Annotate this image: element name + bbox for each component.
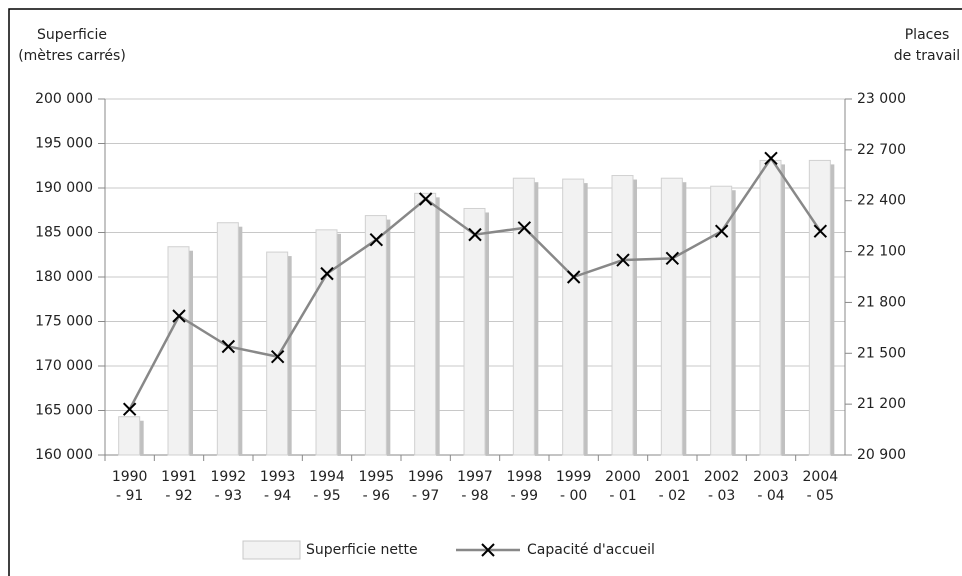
marker: [468, 227, 482, 242]
x-tick-label: 1993 - 94: [259, 469, 296, 504]
y-tick-label: 170 000: [35, 358, 93, 374]
bar: [315, 229, 338, 456]
y-tick-label: 185 000: [35, 225, 93, 241]
bar: [118, 416, 141, 456]
y2-tick-label: 20 900: [857, 447, 906, 463]
y-tick-label: 200 000: [35, 91, 93, 107]
bar: [808, 159, 831, 456]
y-axis-label: Superficie: [37, 27, 107, 43]
x-tick-label: 1997 - 98: [457, 469, 493, 504]
y-tick-label: 190 000: [35, 180, 93, 196]
legend-swatch: [242, 540, 301, 560]
legend-marker: [481, 543, 495, 557]
x-tick-label: 1996 - 97: [407, 469, 444, 504]
y2-tick-label: 23 000: [857, 91, 906, 107]
y-tick-label: 160 000: [35, 447, 93, 463]
marker: [270, 349, 285, 364]
bar: [216, 222, 239, 456]
bar: [364, 215, 387, 456]
marker: [517, 221, 532, 235]
marker: [418, 192, 433, 206]
y2-tick-label: 22 700: [857, 142, 906, 158]
y-tick-label: 195 000: [35, 136, 93, 152]
x-tick-label: 2002 - 03: [703, 469, 740, 504]
bar: [512, 177, 535, 456]
marker: [369, 232, 384, 247]
marker: [320, 266, 334, 281]
marker: [714, 224, 729, 238]
x-tick-label: 1990 - 91: [111, 469, 148, 504]
x-tick-label: 2004 - 05: [802, 469, 839, 504]
marker: [665, 251, 680, 266]
y2-tick-label: 21 800: [857, 294, 906, 310]
marker: [566, 270, 581, 284]
marker: [813, 224, 828, 238]
y-axis-label: (mètres carrés): [18, 48, 126, 64]
bar: [759, 159, 782, 456]
x-tick-label: 1994 - 95: [309, 469, 345, 504]
x-tick-label: 1995 - 96: [358, 469, 395, 504]
bar: [660, 177, 683, 456]
y2-axis-label: de travail: [894, 48, 960, 64]
y2-tick-label: 21 500: [857, 345, 906, 361]
x-tick-label: 1999 - 00: [555, 469, 592, 504]
marker: [764, 151, 778, 166]
x-tick-label: 1998 - 99: [506, 469, 543, 504]
y2-tick-label: 22 400: [857, 193, 906, 209]
bar: [266, 251, 289, 456]
bar: [562, 178, 585, 456]
marker: [172, 309, 186, 323]
bar: [463, 207, 486, 456]
y2-tick-label: 21 200: [857, 396, 906, 412]
y-tick-label: 165 000: [35, 403, 93, 419]
y2-axis-label: Places: [905, 27, 950, 43]
bar: [414, 192, 437, 456]
bar: [710, 185, 733, 456]
marker: [221, 339, 236, 354]
marker: [616, 253, 630, 267]
x-tick-label: 2001 - 02: [654, 469, 691, 504]
frame: [8, 8, 962, 576]
x-tick-label: 1991 - 92: [161, 469, 197, 504]
y-tick-label: 180 000: [35, 269, 93, 285]
legend-label: Superficie nette: [306, 542, 418, 558]
x-tick-label: 2000 - 01: [605, 469, 641, 504]
bar: [611, 175, 634, 456]
y2-tick-label: 22 100: [857, 244, 906, 260]
x-tick-label: 1992 - 93: [210, 469, 247, 504]
x-tick-label: 2003 - 04: [753, 469, 789, 504]
y-tick-label: 175 000: [35, 314, 93, 330]
bar: [167, 246, 190, 456]
marker: [122, 402, 137, 416]
legend-label: Capacité d'accueil: [527, 542, 655, 558]
